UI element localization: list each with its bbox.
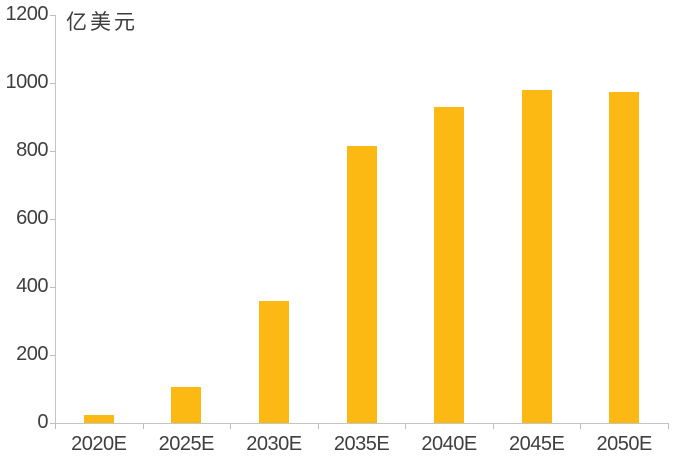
x-axis-tick bbox=[55, 424, 56, 429]
y-axis-tick bbox=[50, 355, 55, 356]
bar-2035e bbox=[346, 145, 377, 423]
y-axis-tick bbox=[50, 15, 55, 16]
x-axis-tick bbox=[230, 424, 232, 429]
x-axis-tick bbox=[492, 424, 494, 429]
y-axis-tick bbox=[50, 219, 55, 220]
x-axis-tick bbox=[317, 424, 319, 429]
y-axis-tick-label: 800 bbox=[16, 139, 48, 162]
y-axis-tick bbox=[50, 151, 55, 152]
y-axis-tick-label: 600 bbox=[16, 207, 48, 230]
bar-2020e bbox=[83, 414, 114, 423]
y-axis-tick-label: 0 bbox=[37, 411, 48, 434]
y-axis-tick-label: 1000 bbox=[5, 71, 49, 94]
x-axis-line bbox=[55, 423, 669, 424]
y-axis-line bbox=[55, 15, 56, 423]
x-axis-tick bbox=[668, 424, 669, 429]
x-axis-label-2030e: 2030E bbox=[246, 433, 302, 455]
y-axis-unit-label: 亿美元 bbox=[66, 10, 138, 34]
x-axis-label-2040e: 2040E bbox=[421, 433, 477, 455]
y-axis-tick-label: 400 bbox=[16, 275, 48, 298]
y-axis-tick bbox=[50, 423, 55, 424]
x-axis-tick bbox=[580, 424, 582, 429]
bar-2030e bbox=[258, 300, 289, 423]
x-axis-tick bbox=[142, 424, 144, 429]
y-axis-tick-label: 1200 bbox=[5, 3, 49, 26]
y-axis-tick-label: 200 bbox=[16, 343, 48, 366]
bar-2045e bbox=[521, 89, 552, 423]
bar-2050e bbox=[609, 91, 640, 423]
x-axis-label-2020e: 2020E bbox=[71, 433, 127, 455]
y-axis-tick bbox=[50, 83, 55, 84]
x-axis-label-2035e: 2035E bbox=[333, 433, 390, 455]
x-axis-label-2050e: 2050E bbox=[596, 433, 653, 455]
x-axis-label-2025e: 2025E bbox=[158, 433, 215, 455]
x-axis-label-2045e: 2045E bbox=[508, 433, 565, 455]
bar-2025e bbox=[171, 387, 202, 423]
bar-2040e bbox=[434, 106, 465, 423]
x-axis-tick bbox=[405, 424, 407, 429]
y-axis-tick bbox=[50, 287, 55, 288]
